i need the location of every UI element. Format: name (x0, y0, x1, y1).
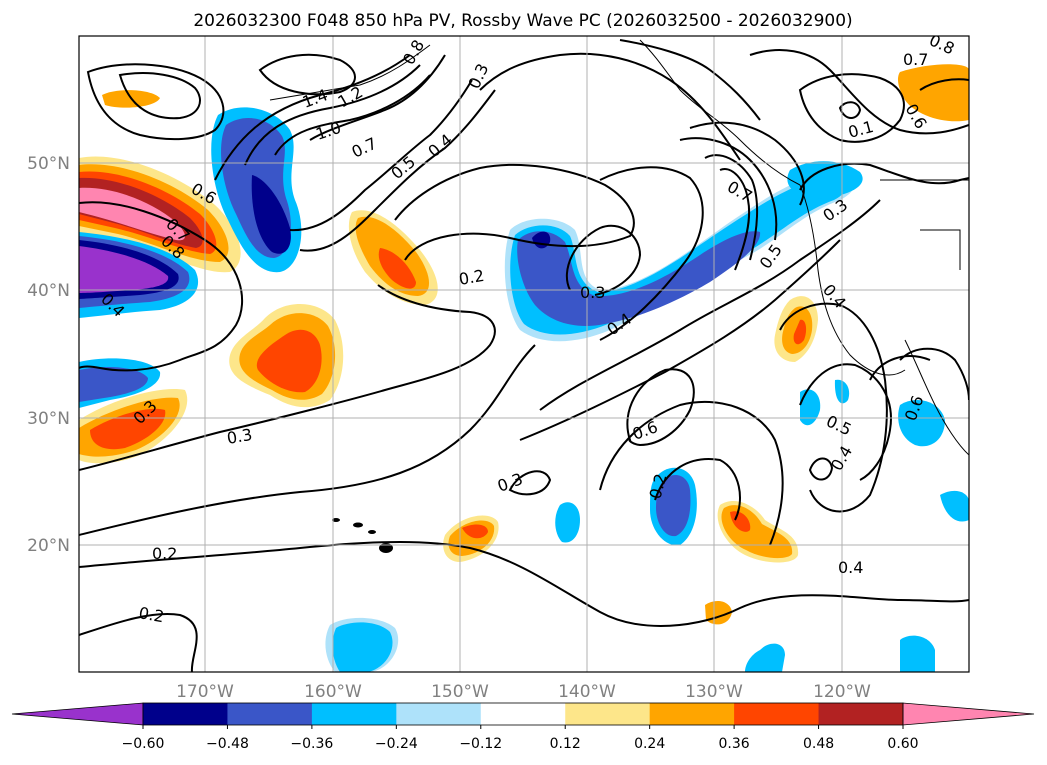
colorbar-segment (818, 703, 904, 725)
colorbar-frame (142, 702, 904, 726)
contour-label: 0.7 (903, 50, 928, 69)
lat-label: 50°N (27, 154, 70, 174)
colorbar-tick-label: −0.48 (206, 736, 249, 752)
colorbar-segment (311, 703, 397, 725)
map-frame (78, 35, 970, 673)
colorbar-segment (227, 703, 313, 725)
colorbar-segment (480, 703, 566, 725)
positive-anomaly-ne (897, 64, 969, 122)
colorbar-segment (565, 703, 651, 725)
contour-label: 0.2 (152, 544, 177, 563)
figure-title: 2026032300 F048 850 hPa PV, Rossby Wave … (193, 11, 852, 31)
lat-label: 20°N (27, 536, 70, 556)
colorbar-segment (396, 703, 482, 725)
coastline-layer (269, 39, 969, 456)
colorbar-tick-label: −0.24 (375, 736, 418, 752)
colorbar-tick-label: 0.60 (887, 736, 918, 752)
negative-anomaly-br (900, 635, 935, 672)
colorbar-tick-label: −0.36 (290, 736, 333, 752)
negative-anomaly-se (898, 400, 945, 447)
contour-label: 0.2 (137, 603, 165, 626)
colorbar-tick-label: −0.60 (122, 736, 165, 752)
lon-label: 140°W (558, 682, 616, 702)
lat-label: 40°N (27, 281, 70, 301)
lat-label: 30°N (27, 409, 70, 429)
lon-label: 130°W (685, 682, 743, 702)
contour-label: 0.3 (225, 425, 253, 448)
negative-anomaly-138w (555, 502, 580, 543)
colorbar-tick-label: 0.48 (803, 736, 834, 752)
colorbar-tick-label: 0.24 (634, 736, 665, 752)
colorbar: −0.60 −0.48 −0.36 −0.24 −0.12 0.12 0.24 0.36 0.4… (11, 702, 1035, 752)
contour-label: 0.4 (838, 558, 863, 577)
contour-label: 0.3 (580, 283, 605, 302)
latitude-labels: 50°N 40°N 30°N 20°N (27, 154, 70, 556)
map-panel: 1.4 1.2 1.0 0.7 0.5 0.4 0.3 0.8 0.6 0.7 … (78, 35, 970, 673)
colorbar-tick-label: 0.36 (719, 736, 750, 752)
colorbar-segment (649, 703, 735, 725)
colorbar-extend-max (902, 702, 1035, 726)
lon-label: 160°W (304, 682, 362, 702)
lon-label: 170°W (176, 682, 234, 702)
lon-label: 150°W (431, 682, 489, 702)
colorbar-tick-label: 0.12 (550, 736, 581, 752)
gridlines (79, 36, 969, 672)
negative-anomaly-coast (787, 161, 863, 199)
contour-label: 0.2 (457, 266, 485, 289)
lon-label: 120°W (813, 682, 871, 702)
colorbar-tick-label: −0.12 (459, 736, 502, 752)
colorbar-extend-min (11, 702, 144, 726)
longitude-labels: 170°W 160°W 150°W 140°W 130°W 120°W (176, 682, 871, 702)
colorbar-segment (143, 703, 228, 725)
colorbar-segment (734, 703, 820, 725)
